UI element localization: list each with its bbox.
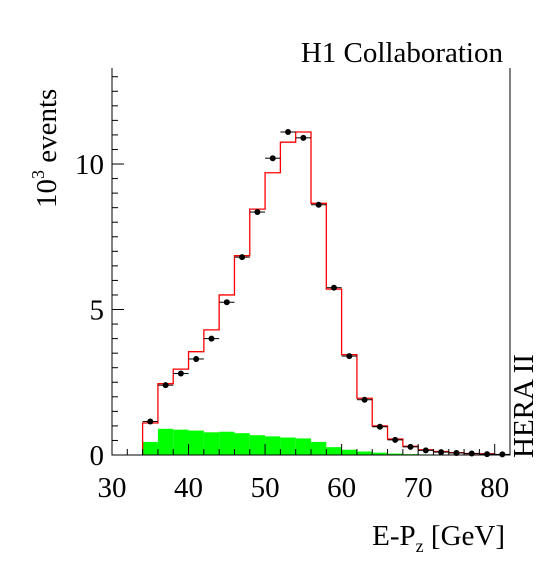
data-point: [438, 449, 445, 456]
data-point: [147, 418, 154, 425]
background-bar: [295, 438, 311, 455]
data-point: [392, 436, 399, 443]
data-point: [254, 209, 261, 216]
background-bar: [356, 451, 373, 455]
y-tick-label: 0: [90, 440, 105, 472]
data-point: [177, 370, 184, 377]
plot-frame: [111, 68, 511, 456]
data-point: [468, 450, 475, 457]
background-bar: [234, 433, 250, 455]
data-point: [346, 353, 353, 360]
mc-histogram-line: [141, 131, 496, 455]
y-label-exponent: 3: [28, 170, 48, 179]
data-point: [300, 134, 307, 141]
background-bar: [157, 428, 174, 455]
data-point: [208, 335, 215, 342]
data-point: [269, 155, 276, 162]
data-point: [193, 355, 200, 362]
x-label-subscript: z: [416, 536, 424, 556]
plot-area: 30 40 50 60 70 80 0 5 10: [75, 68, 511, 504]
data-point: [223, 299, 230, 306]
y-label-text: events: [31, 89, 63, 170]
data-point: [484, 451, 491, 458]
background-bar: [173, 429, 189, 455]
data-point: [361, 396, 368, 403]
x-tick-label: 60: [327, 472, 356, 504]
data-point: [407, 443, 414, 450]
background-bar: [188, 430, 204, 455]
background-bar: [326, 447, 342, 455]
data-point: [422, 447, 429, 454]
svg-text:E-Pz [GeV]: E-Pz [GeV]: [372, 520, 505, 556]
data-point: [162, 382, 169, 389]
data-point: [499, 451, 506, 458]
y-tick-label: 10: [75, 149, 104, 181]
background-bar: [219, 431, 235, 455]
chart-title: H1 Collaboration: [301, 37, 504, 69]
side-label: HERA II: [508, 354, 540, 458]
svg-text:103 events: 103 events: [28, 89, 63, 208]
x-tick-label: 30: [98, 472, 127, 504]
data-point: [285, 129, 292, 136]
x-axis-label: E-Pz [GeV]: [372, 520, 505, 556]
x-label-main: E-P: [372, 520, 416, 552]
background-bar: [280, 437, 296, 455]
y-tick-label: 5: [90, 295, 105, 327]
y-axis-label: 103 events: [28, 89, 63, 208]
x-label-unit: [GeV]: [424, 520, 505, 552]
background-bar: [203, 432, 220, 455]
background-bar: [249, 435, 266, 455]
background-bar: [142, 441, 158, 455]
x-tick-label: 70: [404, 472, 433, 504]
x-tick-label: 80: [480, 472, 509, 504]
background-bar: [372, 452, 388, 455]
y-label-base: 10: [31, 179, 63, 208]
data-point: [315, 201, 322, 208]
data-point: [376, 423, 383, 430]
data-point: [239, 254, 246, 261]
background-bar: [311, 441, 327, 455]
background-bar: [387, 453, 403, 455]
data-point: [453, 449, 460, 456]
x-tick-label: 40: [174, 472, 203, 504]
background-bar: [341, 449, 357, 455]
background-bar: [265, 436, 281, 455]
x-tick-label: 50: [251, 472, 280, 504]
data-point: [330, 284, 337, 291]
